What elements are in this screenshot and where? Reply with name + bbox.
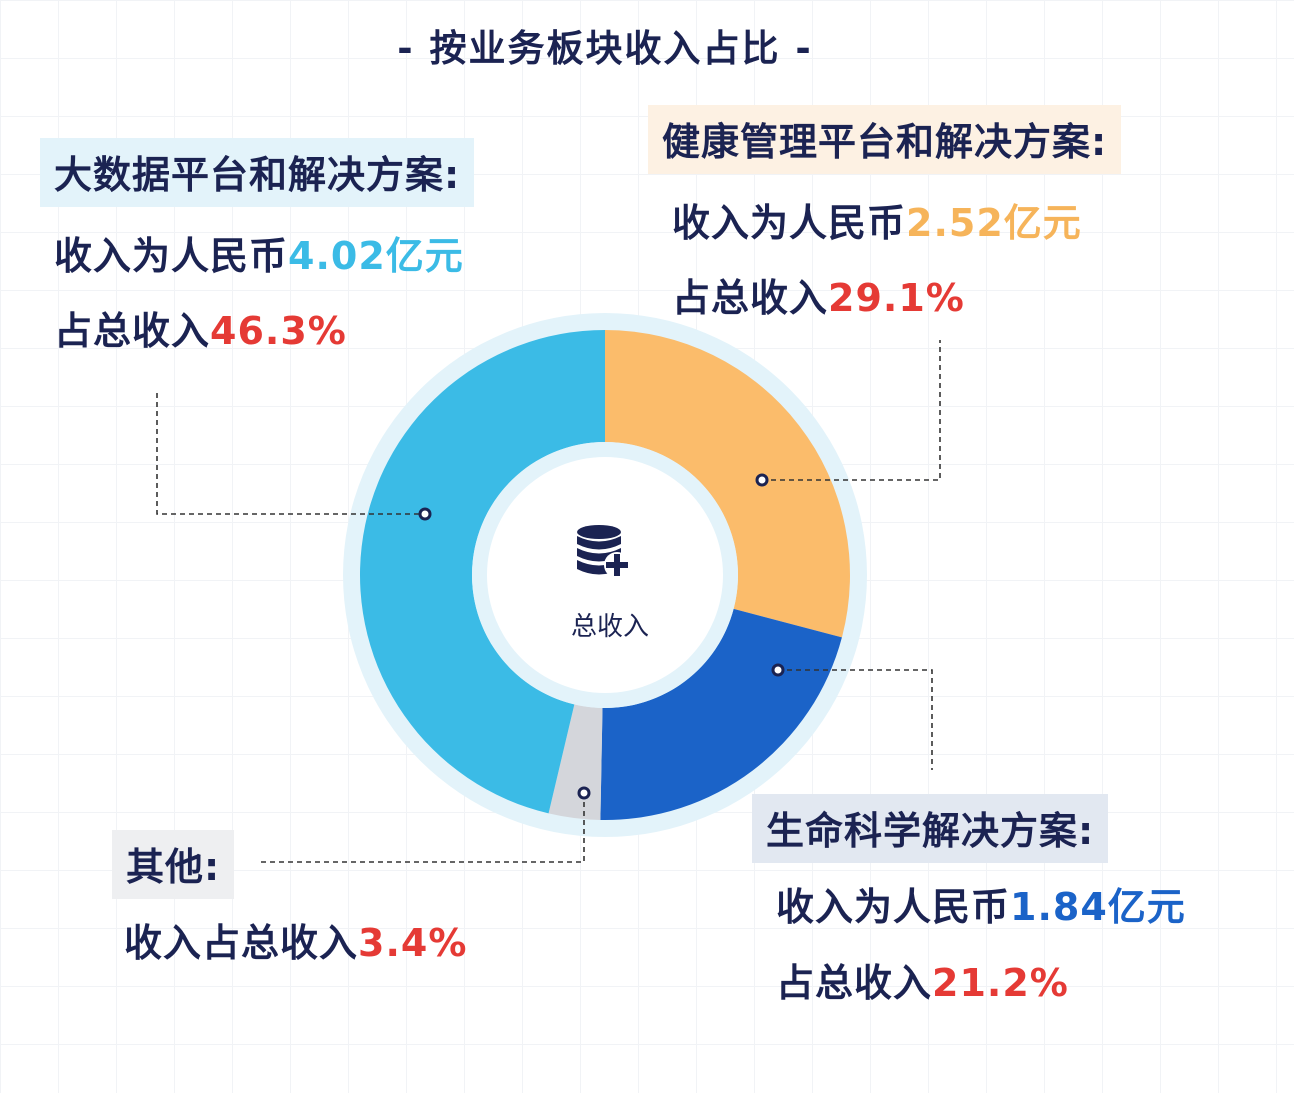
- life-revenue: 收入为人民币1.84亿元: [776, 876, 1186, 931]
- life-share: 占总收入21.2%: [776, 952, 1069, 1007]
- life-revenue-value: 1.84亿元: [1010, 885, 1186, 929]
- bigdata-share: 占总收入46.3%: [54, 300, 347, 355]
- center-label: 总收入: [570, 612, 649, 642]
- marker-health: [755, 473, 769, 487]
- leader-line-bigdata: [156, 393, 425, 515]
- label-other-name: 其他:: [126, 845, 221, 889]
- leader-line-health: [762, 340, 941, 481]
- label-bigdata-name: 大数据平台和解决方案:: [54, 153, 461, 197]
- marker-other: [577, 786, 591, 800]
- slice-bigdata: [360, 330, 605, 814]
- bigdata-share-prefix: 占总收入: [54, 309, 211, 353]
- leader-line-other: [258, 793, 585, 863]
- marker-life: [771, 663, 785, 677]
- slice-life: [600, 608, 842, 820]
- health-revenue-prefix: 收入为人民币: [672, 201, 907, 245]
- health-share: 占总收入29.1%: [672, 267, 965, 322]
- label-health-name: 健康管理平台和解决方案:: [662, 120, 1108, 164]
- bigdata-share-value: 46.3%: [210, 309, 347, 353]
- bigdata-revenue-prefix: 收入为人民币: [54, 234, 289, 278]
- slice-health: [605, 330, 850, 638]
- other-share-value: 3.4%: [358, 921, 468, 965]
- health-revenue: 收入为人民币2.52亿元: [672, 192, 1082, 247]
- bigdata-revenue: 收入为人民币4.02亿元: [54, 225, 464, 280]
- label-life-name: 生命科学解决方案:: [766, 809, 1095, 853]
- leader-line-life: [778, 669, 933, 770]
- label-life: 生命科学解决方案:: [752, 794, 1109, 863]
- bigdata-revenue-value: 4.02亿元: [288, 234, 464, 278]
- life-share-prefix: 占总收入: [776, 961, 933, 1005]
- other-share-prefix: 收入占总收入: [124, 921, 359, 965]
- health-revenue-value: 2.52亿元: [906, 201, 1082, 245]
- label-health: 健康管理平台和解决方案:: [648, 105, 1122, 174]
- label-bigdata: 大数据平台和解决方案:: [40, 138, 475, 207]
- life-revenue-prefix: 收入为人民币: [776, 885, 1011, 929]
- database-plus-icon: [577, 525, 630, 578]
- donut-center: [487, 457, 723, 693]
- label-other: 其他:: [112, 830, 235, 899]
- chart-title: - 按业务板块收入占比 -: [397, 27, 813, 70]
- health-share-value: 29.1%: [828, 276, 965, 320]
- health-share-prefix: 占总收入: [672, 276, 829, 320]
- other-share: 收入占总收入3.4%: [124, 912, 467, 967]
- marker-bigdata: [418, 507, 432, 521]
- life-share-value: 21.2%: [932, 961, 1069, 1005]
